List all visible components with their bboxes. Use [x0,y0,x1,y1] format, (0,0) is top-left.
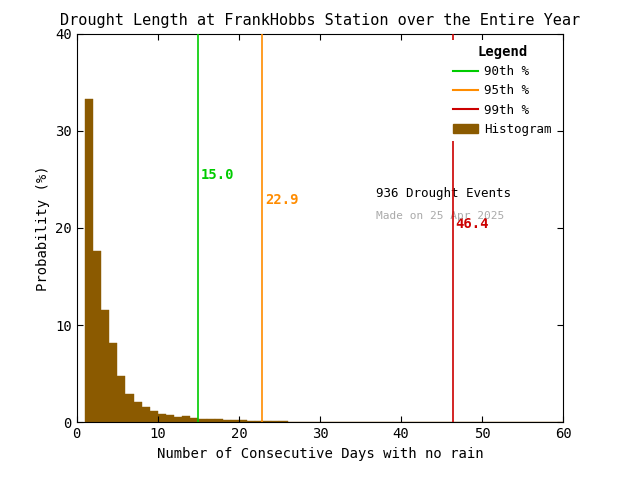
Bar [109,343,117,422]
Bar [207,420,214,422]
Bar [214,420,223,422]
Text: 15.0: 15.0 [201,168,234,182]
Bar [125,394,134,422]
Bar [150,411,158,422]
Title: Drought Length at FrankHobbs Station over the Entire Year: Drought Length at FrankHobbs Station ove… [60,13,580,28]
Bar [223,420,231,422]
Bar [255,421,263,422]
Bar [158,414,166,422]
Bar [280,421,287,422]
Bar [166,415,174,422]
Bar [93,252,101,422]
Bar [101,310,109,422]
Bar [182,416,190,422]
Text: 46.4: 46.4 [456,217,489,231]
Bar [271,421,280,422]
X-axis label: Number of Consecutive Days with no rain: Number of Consecutive Days with no rain [157,447,483,461]
Bar [141,407,150,422]
Bar [263,421,271,422]
Text: 936 Drought Events: 936 Drought Events [376,187,511,200]
Bar [198,419,207,422]
Bar [117,376,125,422]
Bar [239,420,247,422]
Text: 22.9: 22.9 [265,192,298,207]
Legend: 90th %, 95th %, 99th %, Histogram: 90th %, 95th %, 99th %, Histogram [448,40,557,141]
Bar [190,418,198,422]
Bar [85,99,93,422]
Y-axis label: Probability (%): Probability (%) [36,165,50,291]
Bar [247,421,255,422]
Bar [134,402,141,422]
Bar [174,417,182,422]
Text: Made on 25 Apr 2025: Made on 25 Apr 2025 [376,211,504,220]
Bar [231,420,239,422]
